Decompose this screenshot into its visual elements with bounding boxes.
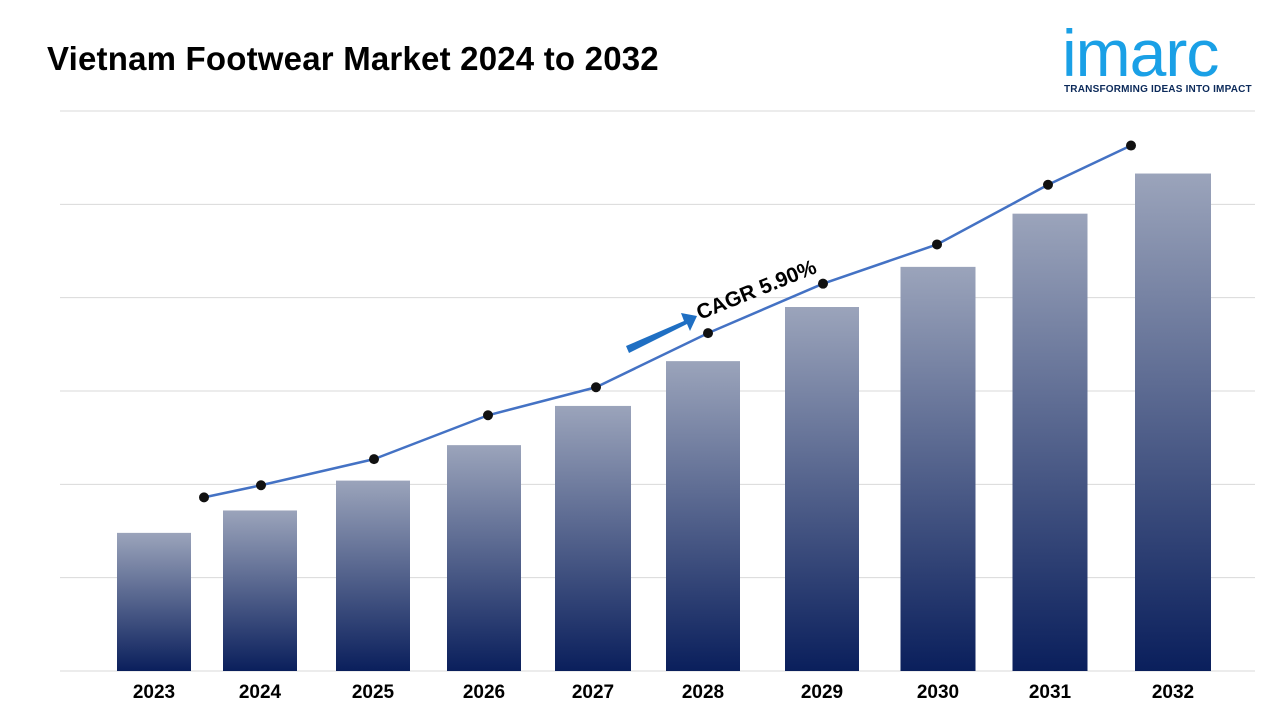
x-tick-label: 2031 [1029, 682, 1072, 703]
bar-2028 [666, 361, 740, 671]
x-tick-label: 2029 [801, 682, 843, 703]
x-tick-label: 2028 [682, 682, 724, 703]
x-tick-label: 2027 [572, 682, 614, 703]
imarc-logo: imarc TRANSFORMING IDEAS INTO IMPACT [1060, 6, 1270, 98]
cagr-arrow-icon [626, 313, 697, 353]
bar-2027 [555, 405, 631, 671]
trend-marker-2026 [483, 410, 493, 421]
bar-2029 [785, 307, 859, 671]
trend-marker-2028 [703, 328, 713, 339]
trend-marker-2025 [369, 454, 379, 465]
trend-marker-2027 [591, 382, 601, 393]
chart-title: Vietnam Footwear Market 2024 to 2032 [47, 40, 659, 77]
trend-marker-2032 [1126, 140, 1136, 151]
logo-wordmark: imarc [1062, 16, 1219, 90]
x-tick-label: 2023 [133, 682, 175, 703]
trend-marker-2024 [256, 480, 266, 491]
bar-2025 [336, 480, 410, 671]
x-tick-label: 2026 [463, 682, 505, 703]
bar-2032 [1135, 173, 1211, 672]
x-tick-label: 2032 [1152, 682, 1194, 703]
x-tick-label: 2024 [239, 682, 282, 703]
bar-2030 [900, 266, 976, 671]
trend-marker-2029 [818, 278, 828, 289]
bar-2024 [223, 510, 297, 671]
bar-2023 [117, 532, 191, 671]
logo-tagline: TRANSFORMING IDEAS INTO IMPACT [1064, 84, 1252, 95]
trend-marker-2023 [199, 492, 209, 503]
bar-2031 [1012, 213, 1088, 671]
trend-line [203, 144, 1132, 499]
x-tick-label: 2030 [917, 682, 959, 703]
trend-marker-2031 [1043, 179, 1053, 190]
trend-marker-2030 [932, 239, 942, 250]
bar-2026 [447, 445, 521, 671]
x-tick-label: 2025 [352, 682, 395, 703]
